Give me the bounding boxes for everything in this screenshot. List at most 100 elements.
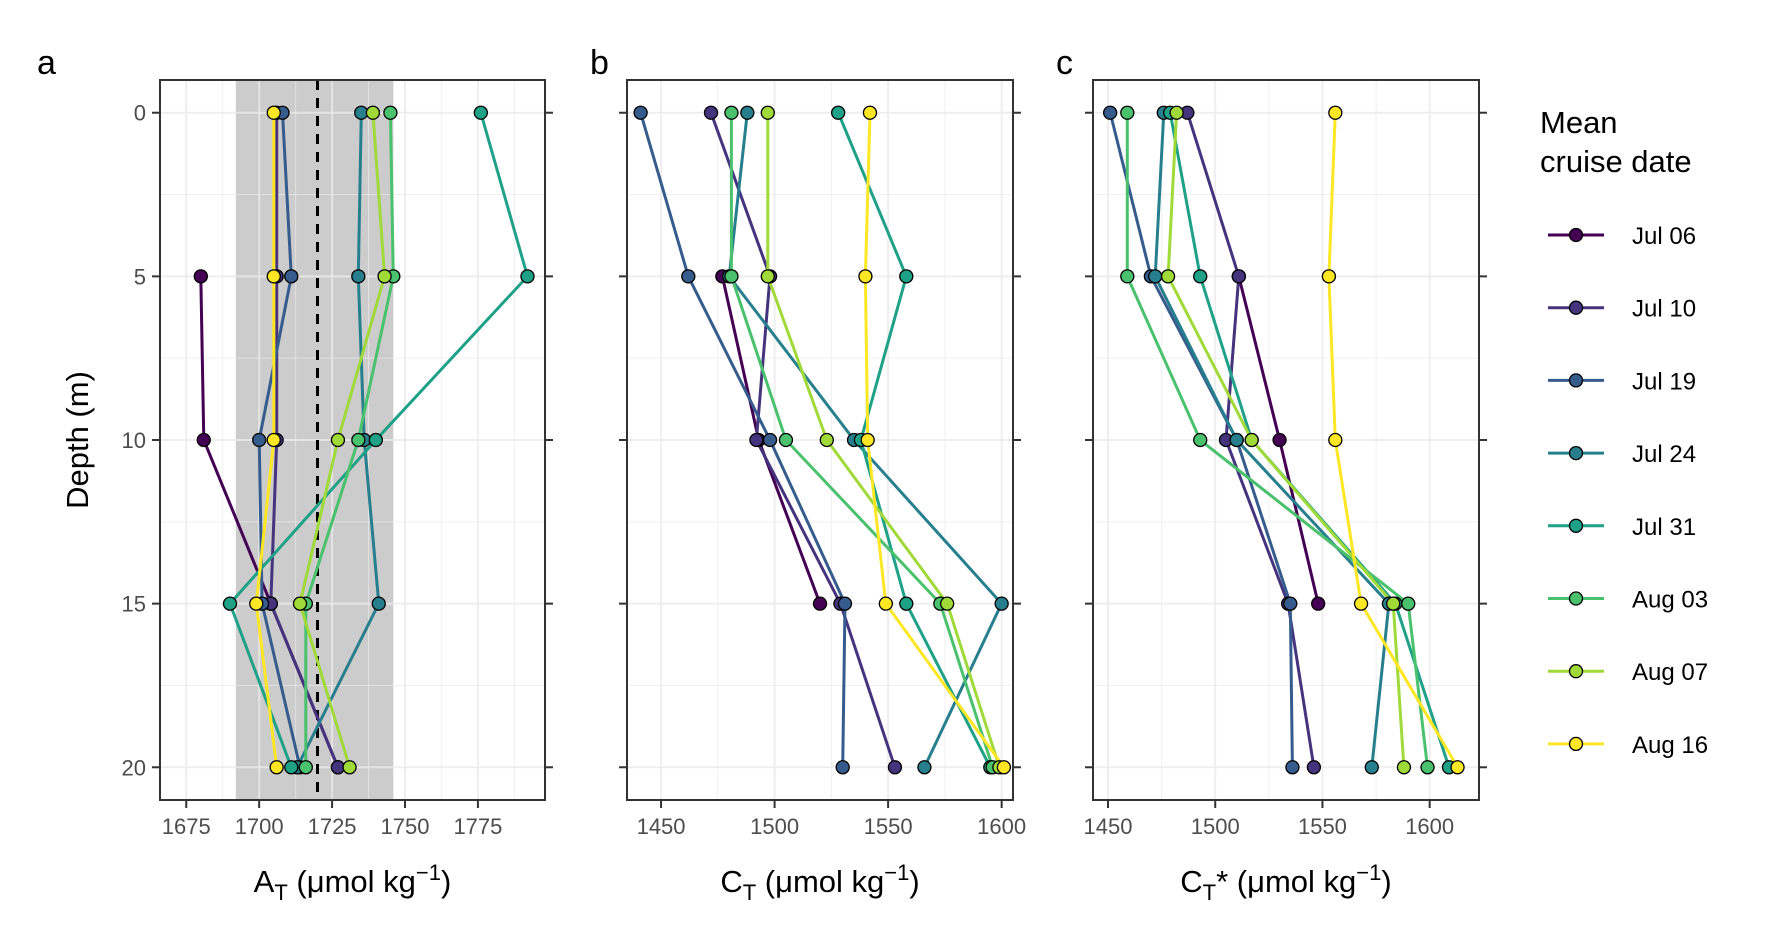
data-point: [284, 760, 299, 775]
data-point: [249, 596, 264, 611]
data-point: [740, 105, 755, 120]
legend-title-line1: Mean: [1540, 105, 1618, 140]
legend-key-point: [1568, 736, 1584, 752]
legend-label: Jul 06: [1632, 223, 1696, 250]
x-axis-title: CT* (μmol kg−1): [1180, 860, 1391, 905]
x-tick-label: 1750: [381, 814, 430, 839]
data-point: [1420, 760, 1435, 775]
y-tick-label: 5: [134, 264, 146, 289]
y-tick-label: 0: [134, 101, 146, 126]
x-axis-title-main: C: [1180, 864, 1202, 899]
x-tick-label: 1700: [235, 814, 284, 839]
x-axis-title-superscript: −1: [1356, 860, 1381, 885]
data-point: [1328, 105, 1343, 120]
data-point: [1285, 760, 1300, 775]
data-point: [1193, 269, 1208, 284]
legend-label: Jul 31: [1632, 514, 1696, 541]
legend-label: Jul 24: [1632, 441, 1696, 468]
data-point: [940, 596, 955, 611]
x-tick-label: 1600: [1405, 814, 1454, 839]
data-point: [269, 760, 284, 775]
x-axis-title-subscript: T: [1203, 880, 1216, 905]
panel-label: a: [37, 44, 56, 82]
data-point: [778, 432, 794, 448]
data-point: [1364, 760, 1379, 775]
data-point: [1120, 269, 1135, 284]
x-axis-title-subscript: T: [743, 880, 756, 905]
x-tick-label: 1500: [750, 814, 799, 839]
data-point: [368, 432, 383, 448]
data-point: [899, 596, 914, 611]
data-point: [1396, 760, 1412, 775]
data-point: [266, 269, 281, 284]
x-tick-label: 1500: [1191, 814, 1240, 839]
data-point: [196, 432, 211, 448]
data-point: [633, 105, 648, 120]
data-point: [724, 105, 739, 120]
data-point: [899, 269, 914, 284]
data-point: [330, 432, 346, 448]
data-point: [520, 269, 535, 284]
data-point: [917, 760, 932, 775]
data-point: [342, 760, 357, 775]
data-point: [473, 105, 488, 120]
data-point: [365, 105, 381, 120]
data-point: [749, 432, 764, 448]
data-point: [1401, 596, 1416, 611]
x-axis-title-superscript: −1: [884, 860, 909, 885]
x-axis-title-close: ): [1381, 864, 1391, 899]
data-point: [1328, 432, 1343, 448]
x-tick-label: 1550: [864, 814, 913, 839]
data-point: [994, 596, 1009, 611]
data-point: [1231, 269, 1246, 284]
data-point: [292, 596, 308, 611]
data-point: [1353, 596, 1369, 611]
x-axis-title-main: C: [720, 864, 742, 899]
x-axis-title-superscript: −1: [416, 860, 441, 885]
data-point: [351, 269, 366, 284]
x-axis-title: CT (μmol kg−1): [720, 860, 919, 905]
data-point: [1283, 596, 1298, 611]
legend-label: Jul 10: [1632, 296, 1696, 323]
panel-label: c: [1056, 44, 1073, 82]
y-tick-label: 20: [122, 755, 146, 780]
data-point: [1311, 596, 1326, 611]
legend-key-point: [1568, 664, 1584, 679]
panel-c: 1450 1500 1550 1600 c CT* (μmol kg−1): [1056, 44, 1487, 905]
data-point: [878, 596, 893, 611]
data-point: [298, 760, 313, 775]
x-tick-label: 1600: [977, 814, 1026, 839]
data-point: [1160, 269, 1176, 284]
data-point: [831, 105, 846, 120]
data-point: [222, 596, 238, 611]
x-axis-title-close: ): [909, 864, 919, 899]
data-point: [862, 105, 878, 120]
data-point: [1272, 432, 1287, 448]
panel-label: b: [590, 44, 609, 82]
legend-key-point: [1568, 591, 1584, 606]
data-point: [887, 760, 903, 775]
x-axis-title-unit: (μmol kg: [756, 864, 884, 899]
data-point: [812, 596, 828, 611]
data-point: [266, 105, 281, 120]
data-point: [835, 760, 850, 775]
legend-label: Jul 19: [1632, 368, 1696, 395]
data-point: [371, 596, 386, 611]
data-point: [1229, 432, 1244, 448]
x-tick-label: 1550: [1298, 814, 1347, 839]
data-point: [1386, 596, 1401, 611]
data-point: [760, 269, 775, 284]
data-point: [837, 596, 853, 611]
data-point: [1193, 432, 1208, 448]
legend-label: Aug 03: [1632, 587, 1708, 614]
data-point: [703, 105, 719, 120]
data-point: [193, 269, 208, 284]
legend-label: Aug 16: [1632, 732, 1708, 759]
data-point: [1244, 432, 1259, 448]
data-point: [762, 432, 778, 448]
data-point: [1169, 105, 1184, 120]
data-point: [284, 269, 299, 284]
legend-key-point: [1568, 373, 1584, 388]
data-point: [760, 105, 775, 120]
